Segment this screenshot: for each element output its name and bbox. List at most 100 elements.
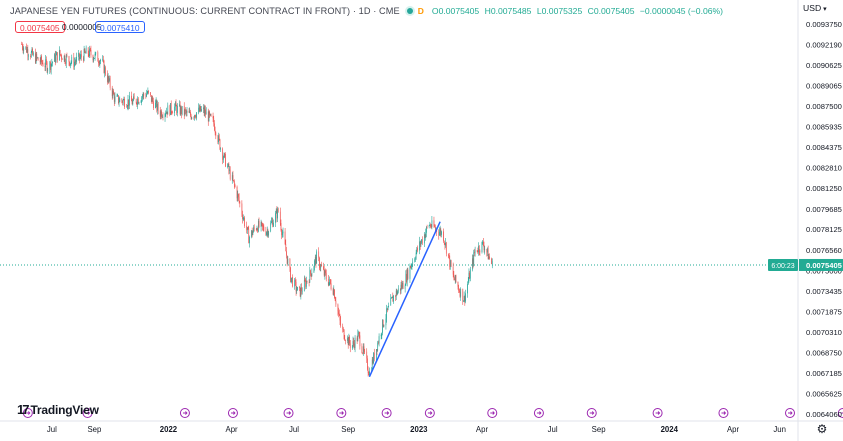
event-marker-arrow bbox=[490, 411, 495, 415]
candle-body bbox=[107, 76, 109, 82]
event-markers bbox=[22, 408, 843, 418]
candle-body bbox=[347, 337, 349, 346]
candle-body bbox=[332, 289, 334, 295]
candle-body bbox=[113, 90, 114, 95]
candle-body bbox=[74, 61, 75, 67]
candle-body bbox=[242, 214, 243, 220]
candle-body bbox=[136, 102, 138, 105]
x-tick-label: Jun bbox=[773, 425, 786, 434]
candle-body bbox=[174, 102, 176, 107]
event-marker-arrow bbox=[589, 411, 595, 415]
trendline-drawing[interactable] bbox=[368, 221, 441, 378]
high-value: H0.0075485 bbox=[484, 6, 532, 16]
candle-body bbox=[327, 279, 329, 286]
candle-body bbox=[145, 95, 147, 97]
gear-icon[interactable]: ⚙ bbox=[816, 422, 828, 436]
candle-body bbox=[113, 94, 115, 102]
candle-body bbox=[236, 186, 238, 199]
candle-body bbox=[290, 278, 292, 282]
event-marker-arrow bbox=[788, 411, 793, 415]
candle-body bbox=[66, 55, 68, 57]
candle-body bbox=[35, 53, 37, 63]
candle-body bbox=[251, 230, 253, 236]
event-marker-arrow bbox=[230, 411, 236, 415]
candle-body bbox=[376, 349, 378, 351]
candle-body bbox=[404, 285, 406, 289]
ask-price-button[interactable]: 0.0075410 bbox=[95, 21, 145, 33]
candle-body bbox=[188, 110, 190, 113]
candle-body bbox=[286, 255, 288, 264]
candle-body bbox=[435, 228, 437, 230]
candle-body bbox=[213, 118, 215, 124]
candle-body bbox=[330, 279, 331, 284]
currency-selector[interactable]: USD ▾ bbox=[803, 3, 827, 13]
candle-body bbox=[323, 269, 325, 276]
candle-body bbox=[95, 52, 97, 54]
candle-body bbox=[147, 90, 149, 94]
candle-body bbox=[344, 338, 346, 341]
candle-body bbox=[118, 95, 119, 104]
candle-body bbox=[42, 63, 44, 67]
candle-body bbox=[75, 61, 77, 63]
event-marker-arrow bbox=[384, 411, 390, 415]
candle-body bbox=[441, 231, 442, 235]
candle-body bbox=[445, 242, 447, 254]
candle-body bbox=[189, 111, 191, 113]
candle-body bbox=[445, 242, 446, 246]
time-axis[interactable]: Jul Sep 2022 Apr Jul Sep 2023 Apr Jul Sep 2024 Apr J… bbox=[47, 425, 786, 434]
candle-body bbox=[450, 260, 451, 267]
candle-body bbox=[400, 284, 402, 291]
candle-body bbox=[285, 244, 287, 252]
candle-body bbox=[63, 55, 65, 61]
candle-body bbox=[314, 260, 315, 267]
candle-body bbox=[487, 248, 489, 260]
candle-body bbox=[421, 239, 422, 243]
candle-body bbox=[161, 116, 163, 118]
bid-price-button[interactable]: 0.0075405 bbox=[15, 21, 65, 33]
price-axis[interactable]: 0.0093750 0.0092190 0.0090625 0.0089065 0.00… bbox=[806, 20, 842, 419]
candle-body bbox=[37, 57, 38, 59]
candle-body bbox=[35, 52, 36, 63]
candle-body bbox=[160, 111, 162, 117]
candle-body bbox=[295, 281, 297, 292]
market-status-icon bbox=[406, 8, 413, 14]
candle-body bbox=[108, 76, 110, 81]
candle-body bbox=[146, 93, 148, 94]
candle-body bbox=[148, 90, 149, 93]
candle-body bbox=[208, 111, 210, 122]
candle-body bbox=[135, 99, 137, 103]
candle-body bbox=[444, 243, 446, 246]
event-marker-arrow bbox=[25, 411, 31, 415]
candle-body bbox=[382, 319, 384, 327]
candle-body bbox=[289, 259, 291, 268]
candle-body bbox=[263, 226, 265, 231]
candle-body bbox=[39, 60, 41, 63]
candle-body bbox=[270, 222, 272, 232]
candle-body bbox=[420, 242, 422, 246]
candle-body bbox=[133, 96, 135, 100]
candle-body bbox=[342, 326, 344, 330]
candle-body bbox=[415, 252, 417, 259]
candle-body bbox=[391, 296, 393, 298]
y-tick-label: 0.0081250 bbox=[806, 184, 842, 193]
candle-body bbox=[59, 50, 60, 61]
candle-body bbox=[194, 115, 195, 118]
candle-body bbox=[61, 55, 62, 59]
candle-body bbox=[165, 113, 167, 115]
candle-body bbox=[410, 265, 412, 269]
candle-body bbox=[482, 241, 484, 243]
candle-body bbox=[385, 318, 387, 326]
candle-body bbox=[271, 221, 272, 223]
candle-body bbox=[128, 99, 130, 106]
candle-body bbox=[89, 48, 91, 50]
candle-body bbox=[311, 272, 313, 277]
candle-body bbox=[276, 210, 278, 219]
candle-body bbox=[272, 220, 274, 227]
candle-body bbox=[308, 281, 310, 283]
symbol-title[interactable]: JAPANESE YEN FUTURES (CONTINUOUS: CURREN… bbox=[10, 6, 400, 16]
candle-body bbox=[414, 258, 416, 262]
candle-body bbox=[60, 54, 62, 56]
candle-body bbox=[262, 226, 264, 227]
